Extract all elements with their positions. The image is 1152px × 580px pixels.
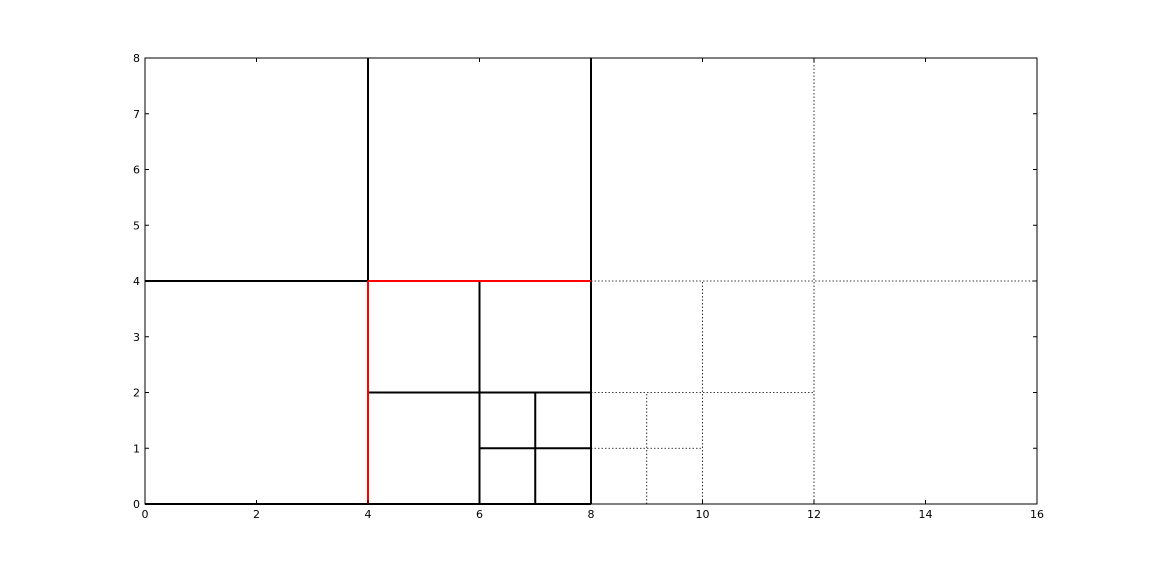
x-tick-label-0: 0 [142,508,149,521]
y-tick-label-0: 0 [133,498,140,511]
x-tick-label-4: 4 [365,508,372,521]
y-tick-label-5: 5 [133,219,140,232]
y-tick-label-2: 2 [133,387,140,400]
y-tick-label-7: 7 [133,108,140,121]
y-tick-label-4: 4 [133,275,140,288]
x-tick-label-10: 10 [696,508,710,521]
segments-layer [145,58,1037,505]
y-tick-label-8: 8 [133,52,140,65]
x-tick-label-6: 6 [476,508,483,521]
x-tick-label-14: 14 [919,508,933,521]
x-tick-label-12: 12 [807,508,821,521]
x-tick-label-16: 16 [1030,508,1044,521]
y-tick-label-3: 3 [133,331,140,344]
y-tick-label-6: 6 [133,164,140,177]
x-tick-label-8: 8 [588,508,595,521]
y-tick-label-1: 1 [133,442,140,455]
x-tick-label-2: 2 [253,508,260,521]
